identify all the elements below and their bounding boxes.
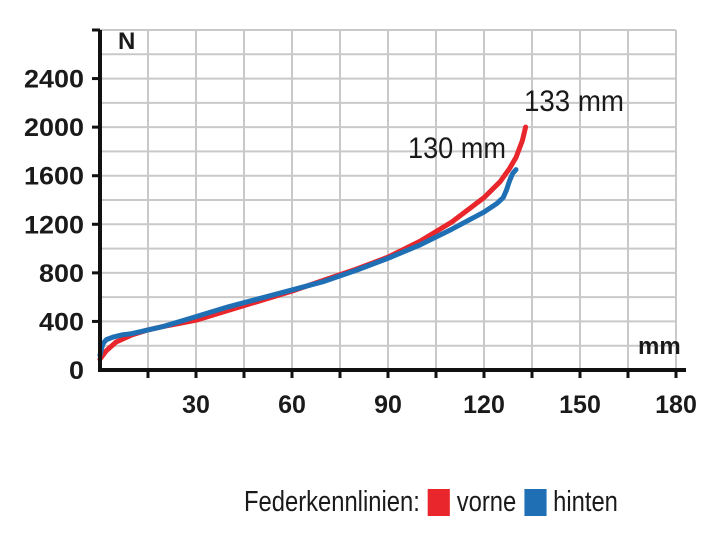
legend: Federkennlinien: vorne hinten	[244, 486, 618, 519]
legend-swatch-vorne	[428, 489, 451, 516]
y-tick-label: 0	[69, 357, 84, 385]
y-tick-label: 2400	[24, 66, 84, 94]
x-tick-label: 60	[278, 391, 306, 419]
x-tick-label: 150	[559, 391, 601, 419]
x-tick-label: 120	[463, 391, 505, 419]
axes	[92, 28, 686, 378]
legend-title: Federkennlinien:	[244, 486, 420, 518]
y-axis-unit: N	[118, 28, 135, 55]
annotation-vorne-end: 133 mm	[524, 85, 624, 118]
series-line-hinten	[97, 167, 519, 358]
y-tick-label: 1600	[24, 163, 84, 191]
x-tick-label: 180	[655, 391, 697, 419]
annotation-hinten-end: 130 mm	[408, 132, 506, 165]
y-tick-label: 2000	[24, 114, 84, 142]
legend-label-hinten: hinten	[553, 486, 618, 518]
y-tick-label: 400	[39, 308, 84, 336]
x-tick-label: 30	[182, 391, 210, 419]
x-axis-unit: mm	[638, 333, 681, 360]
grid	[100, 29, 677, 370]
y-tick-label: 1200	[24, 211, 84, 239]
tick-labels: 0 400 800 1200 1600 2000 2400 30 60 90 120 150 180	[24, 66, 697, 419]
legend-swatch-hinten	[524, 489, 547, 516]
y-tick-label: 800	[39, 260, 84, 288]
x-tick-label: 90	[374, 391, 402, 419]
series-layer	[97, 124, 529, 362]
legend-label-vorne: vorne	[456, 486, 517, 518]
